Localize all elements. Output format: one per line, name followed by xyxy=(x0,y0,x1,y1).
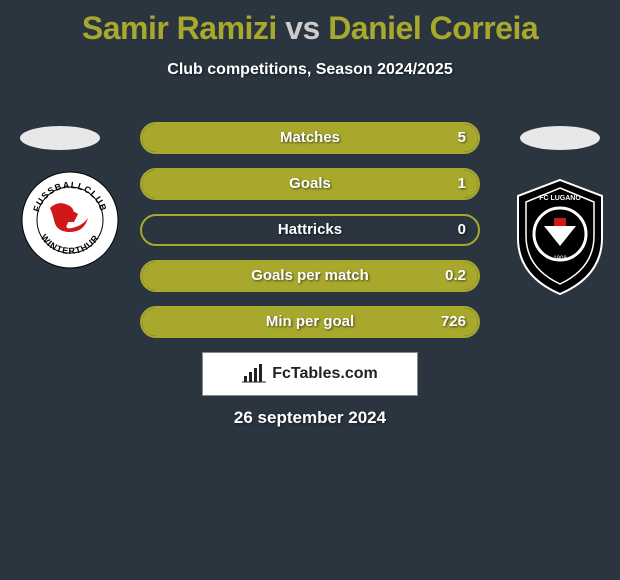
svg-text:FC LUGANO: FC LUGANO xyxy=(539,195,581,202)
title-vs: vs xyxy=(285,10,320,46)
avatar-left xyxy=(20,126,100,150)
footer-date: 26 september 2024 xyxy=(0,408,620,428)
bar-value: 0.2 xyxy=(445,267,466,284)
avatar-right xyxy=(520,126,600,150)
bar-value: 1 xyxy=(458,175,466,192)
winterthur-crest-icon: FUSSBALLCLUB WINTERTHUR xyxy=(20,170,120,270)
footer-badge: FcTables.com xyxy=(202,352,418,396)
page-title: Samir Ramizi vs Daniel Correia xyxy=(0,0,620,47)
bar-value: 726 xyxy=(441,313,466,330)
bar-value: 0 xyxy=(458,221,466,238)
bar-gpm: Goals per match 0.2 xyxy=(140,260,480,292)
stats-bars: Matches 5 Goals 1 Hattricks 0 Goals per … xyxy=(140,122,480,352)
bar-goals: Goals 1 xyxy=(140,168,480,200)
bar-label: Hattricks xyxy=(278,221,342,238)
crest-right: FC LUGANO 1908 xyxy=(510,178,610,296)
bar-label: Goals per match xyxy=(251,267,369,284)
title-player2: Daniel Correia xyxy=(328,10,538,46)
bar-value: 5 xyxy=(458,129,466,146)
crest-left: FUSSBALLCLUB WINTERTHUR xyxy=(20,170,120,270)
bar-chart-icon xyxy=(242,364,266,384)
bar-matches: Matches 5 xyxy=(140,122,480,154)
bar-label: Goals xyxy=(289,175,331,192)
subtitle: Club competitions, Season 2024/2025 xyxy=(0,61,620,79)
svg-text:1908: 1908 xyxy=(553,256,567,262)
title-player1: Samir Ramizi xyxy=(82,10,277,46)
bar-label: Min per goal xyxy=(266,313,354,330)
lugano-crest-icon: FC LUGANO 1908 xyxy=(510,178,610,296)
footer-brand: FcTables.com xyxy=(272,365,378,383)
bar-hattricks: Hattricks 0 xyxy=(140,214,480,246)
bar-mpg: Min per goal 726 xyxy=(140,306,480,338)
bar-label: Matches xyxy=(280,129,340,146)
